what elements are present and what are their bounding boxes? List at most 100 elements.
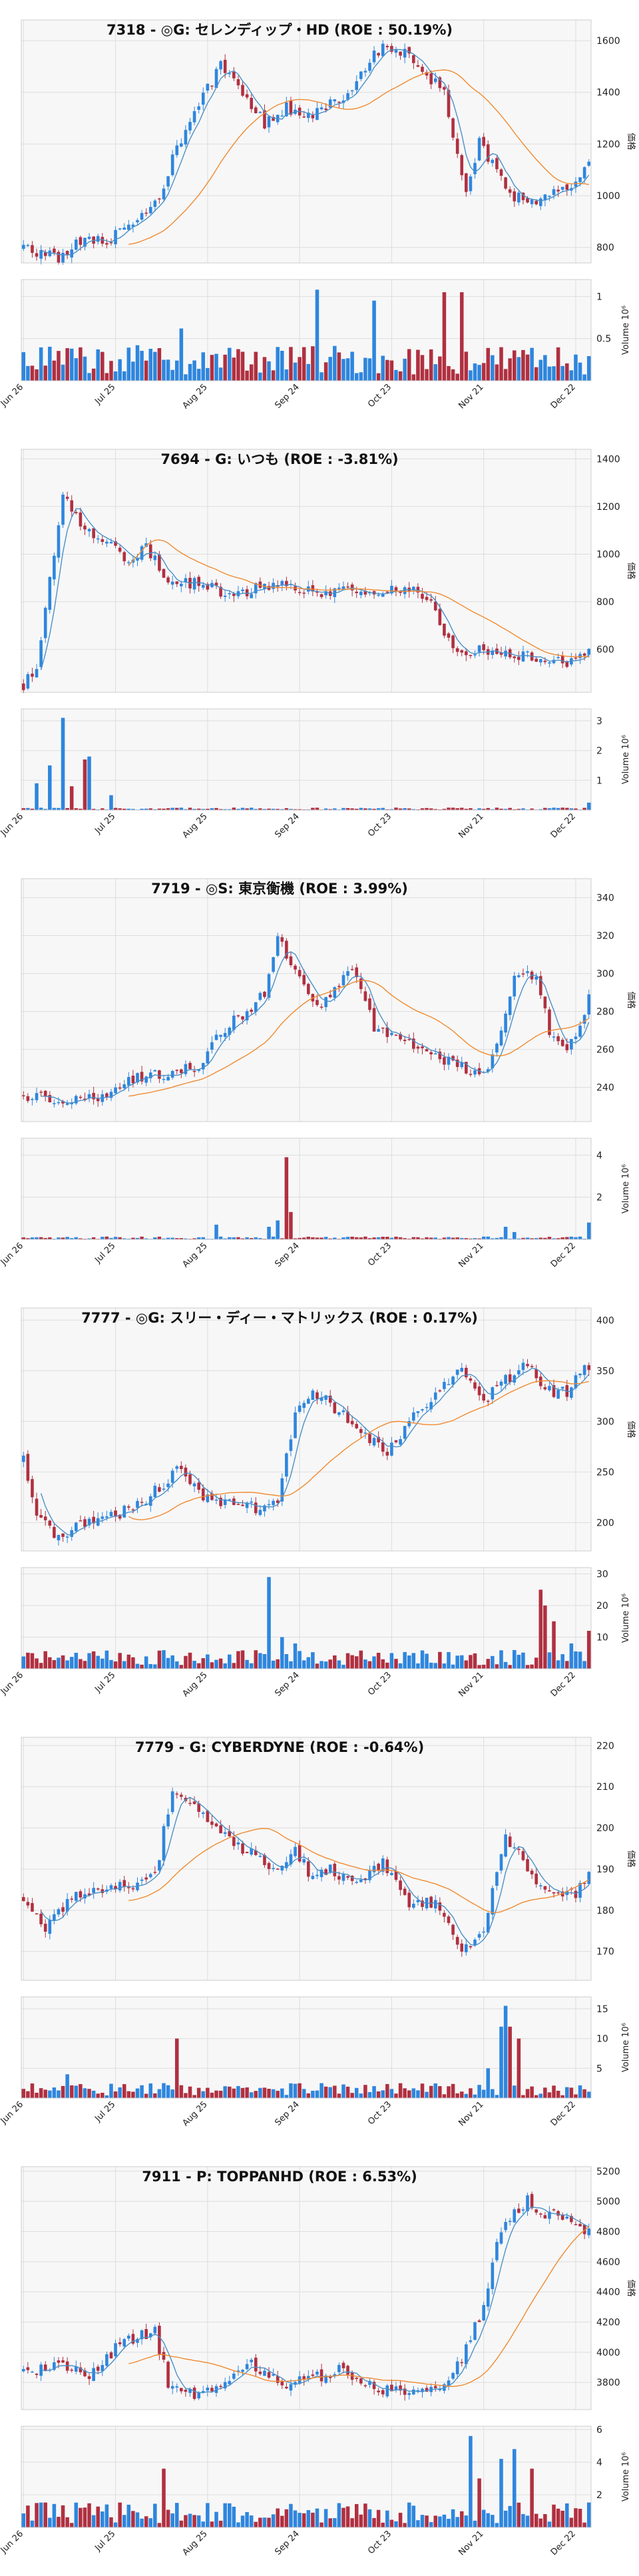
candle-body [263,110,266,129]
volume-bar [311,346,315,381]
candle-body [206,1811,210,1823]
candle-body [543,1387,547,1390]
candle-body [170,1070,174,1078]
volume-bar [174,360,179,381]
volume-bar [162,1650,166,1669]
volume-bar [140,1664,144,1669]
candle-body [499,1381,503,1386]
volume-bar [389,1653,394,1669]
volume-bar [525,2515,530,2527]
volume-bar [196,1237,201,1239]
candle-body [350,968,354,970]
volume-bar [184,1655,188,1669]
x-tick-label: Oct 23 [366,811,393,839]
volume-bar [293,809,298,810]
volume-bar [582,1661,586,1669]
volume-bar [289,2503,293,2527]
volume-bar [442,809,447,810]
volume-bar [166,2509,170,2527]
candle-body [451,1924,455,1935]
candle-body [451,118,455,138]
volume-bar [354,2503,359,2527]
candle-body [75,1522,78,1532]
candle-body [429,599,433,601]
volume-bar [538,2518,543,2527]
volume-bar [586,1222,591,1239]
volume-bar [122,1238,126,1239]
candle-body [21,1095,25,1097]
volume-bar [359,2514,363,2527]
candle-body [390,586,393,594]
volume-bar [179,2085,184,2098]
volume-bar [148,1663,153,1669]
volume-bar [91,2515,96,2527]
ma-short-line [40,1367,590,1536]
candle-body [513,975,517,996]
volume-bar [240,807,245,810]
candle-body [543,996,547,1008]
candle-body [158,1860,161,1871]
volume-bar [560,365,564,381]
volume-bar [341,1665,345,1669]
candle-body [306,112,310,118]
candle-body [26,674,30,689]
volume-bar [236,809,240,810]
volume-bar [477,1238,481,1239]
candle-body [201,1812,205,1815]
volume-bar [293,2083,298,2098]
volume-bar [530,2086,534,2098]
volume-bar [140,1236,144,1239]
volume-bar [26,1652,30,1669]
volume-bar [184,2093,188,2098]
candle-body [451,1056,455,1061]
volume-bar [323,362,328,381]
candle-body [35,1498,39,1516]
candle-body [582,2225,586,2235]
candle-body [482,1931,485,1933]
volume-bar [574,1237,578,1239]
candle-body [65,251,69,256]
volume-bar [481,809,486,810]
candle-body [350,584,354,590]
volume-bar [201,809,206,810]
candle-body [214,1499,218,1501]
candle-body [403,1888,407,1895]
volume-bar [302,1237,306,1239]
volume-bar [381,355,385,381]
candle-body [75,2366,78,2372]
candle-body [105,1516,108,1518]
candle-body [306,2376,310,2379]
candle-body [517,656,521,660]
candle-body [355,1424,359,1428]
volume-bar [174,2503,179,2527]
x-tick-label: Sep 24 [273,811,302,840]
candle-body [127,2335,130,2339]
candle-body [158,198,161,200]
volume-bar [57,351,61,381]
volume-bar [69,348,74,381]
candle-body [429,1402,433,1410]
volume-bar [530,2468,534,2527]
volume-bar [166,1237,170,1239]
candle-body [61,495,65,525]
candle-body [180,1466,183,1470]
x-tick-label: Aug 25 [180,1670,209,1699]
volume-bar [245,1237,249,1239]
x-tick-label: Oct 23 [366,1241,393,1268]
volume-bar [517,809,521,810]
price-tick-label: 200 [596,1823,614,1834]
volume-bar [534,2095,538,2098]
x-tick-label: Nov 21 [457,1241,485,1269]
candle-body [513,2209,517,2223]
candle-body [192,2388,196,2399]
candle-body [504,2222,507,2231]
candle-body [333,2374,337,2377]
volume-bar [525,1665,530,1669]
volume-bar [337,2093,341,2098]
volume-bar [481,1236,486,1239]
volume-tick-label: 30 [596,1570,608,1580]
volume-bar [345,2086,350,2098]
volume-bar [135,1237,140,1239]
candle-body [232,2373,236,2379]
